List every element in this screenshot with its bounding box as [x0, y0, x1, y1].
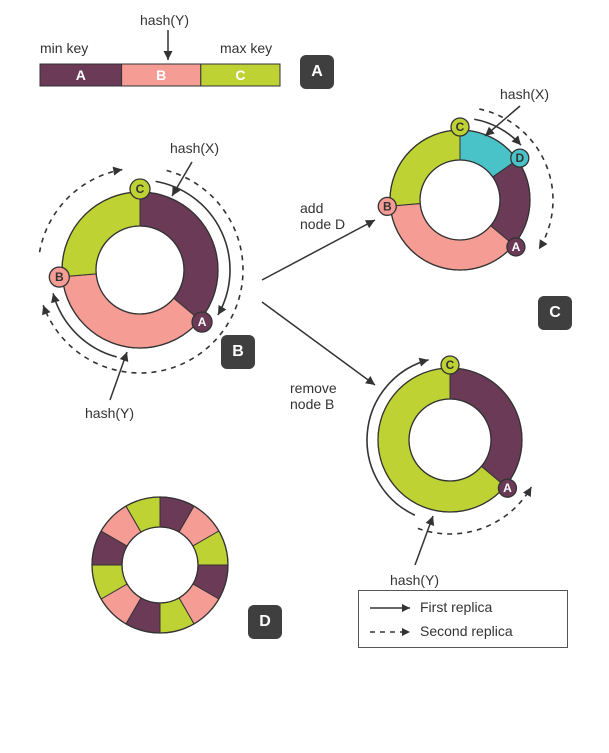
diagram-root: ABCmin keymax keyhash(Y)ABCDABChash(X)ha…: [0, 0, 609, 671]
legend-item-0: First replica: [420, 599, 493, 615]
label-add-1: node D: [300, 216, 345, 232]
label-remove-1: node B: [290, 396, 334, 412]
legend-item-1: Second replica: [420, 623, 513, 639]
transitions-svg: [0, 0, 609, 671]
legend-svg: First replica Second replica: [358, 590, 568, 648]
label-remove-0: remove: [290, 380, 337, 396]
label-add-0: add: [300, 200, 323, 216]
